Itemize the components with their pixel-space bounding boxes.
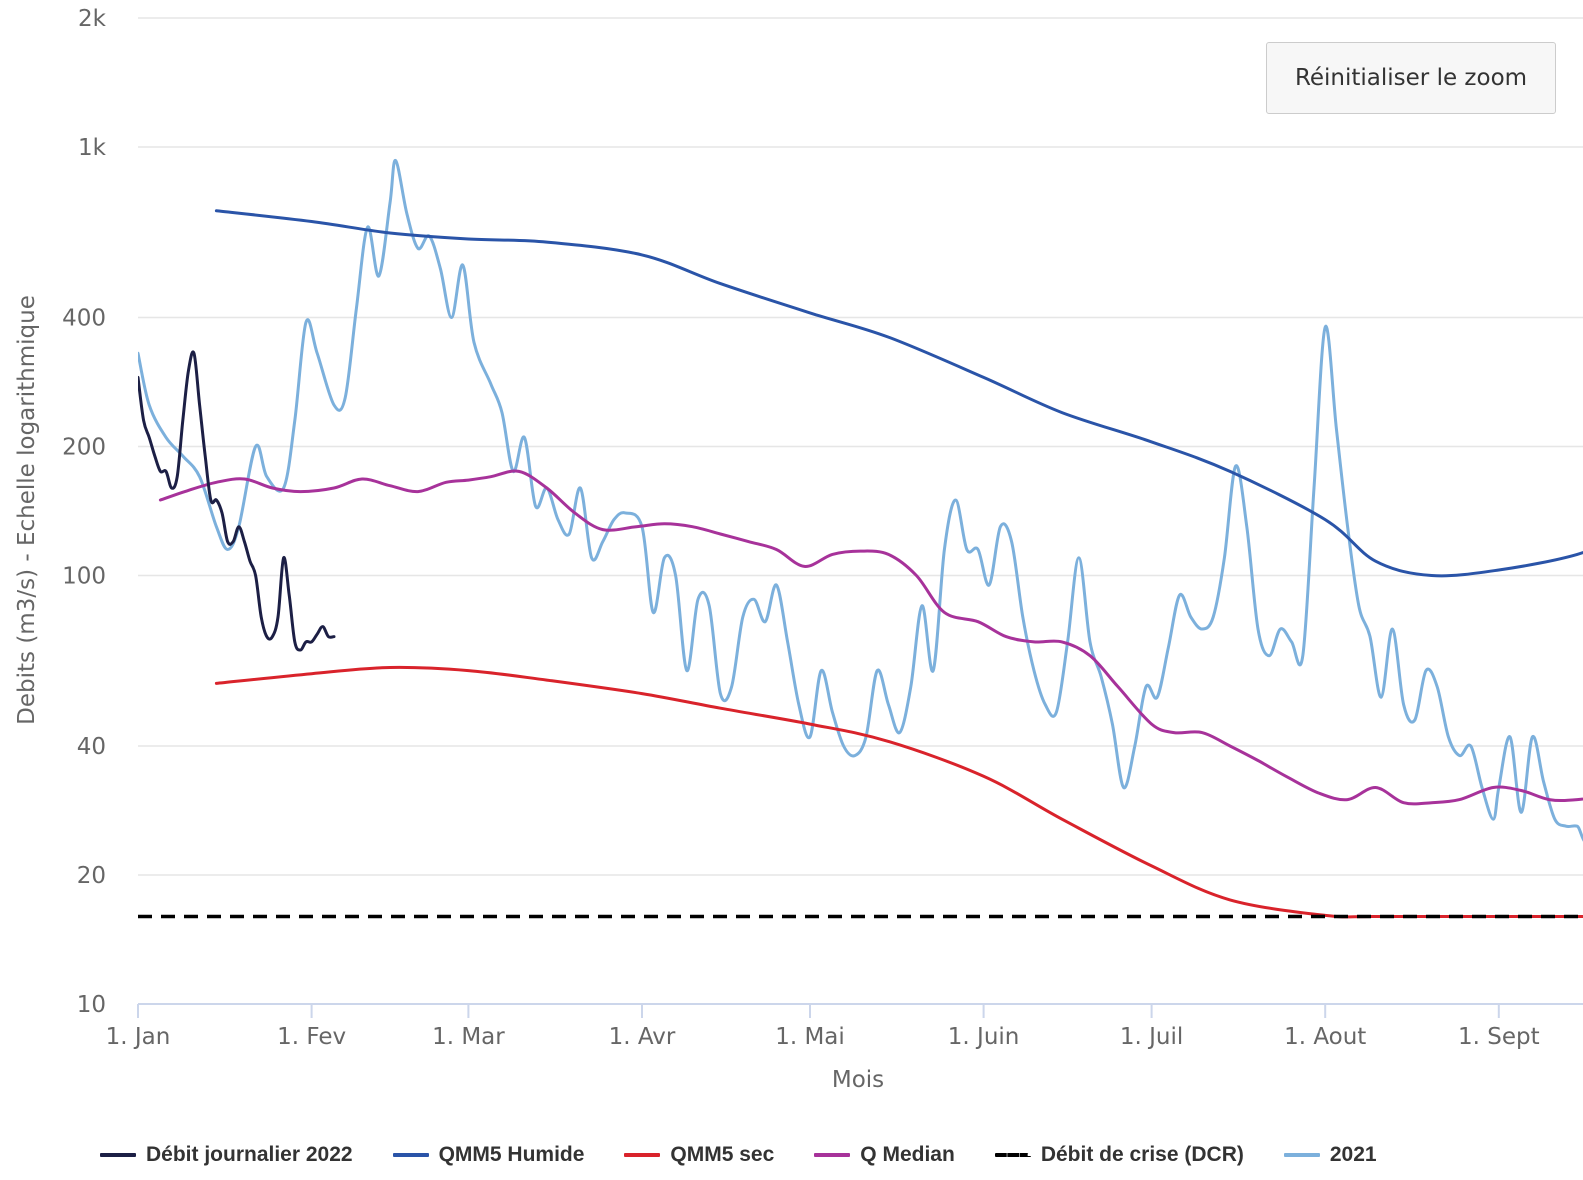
x-tick-label: 1. Fev xyxy=(277,1024,346,1050)
x-tick-label: 1. Juil xyxy=(1120,1024,1183,1050)
chart-legend: Débit journalier 2022 QMM5 Humide QMM5 sec… xyxy=(100,1138,1417,1172)
legend-label: QMM5 sec xyxy=(670,1143,775,1166)
y-tick-label: 400 xyxy=(62,306,106,332)
y-tick-label: 20 xyxy=(77,863,106,889)
legend-swatch xyxy=(100,1153,136,1157)
x-tick-label: 1. Mai xyxy=(775,1024,845,1050)
x-tick-label: 1. Juin xyxy=(948,1024,1020,1050)
legend-swatch xyxy=(814,1153,851,1157)
legend-item-d-bit-de-crise-dcr[interactable]: Débit de crise (DCR) xyxy=(994,1143,1244,1167)
flow-chart: 10 20 40 100 200 400 1k 2k 1. Jan 1. Fev 1. Mar 1. … xyxy=(14,6,1583,1093)
axes xyxy=(137,1003,1583,1018)
legend-label: Débit de crise (DCR) xyxy=(1040,1143,1244,1166)
series-line-qmm5-sec[interactable] xyxy=(214,665,1583,919)
legend-item-q-median[interactable]: Q Median xyxy=(814,1143,955,1167)
grid-lines xyxy=(138,17,1583,876)
x-tick-label: 1. Avr xyxy=(609,1024,676,1050)
series-line-qmm5-humide[interactable] xyxy=(214,209,1583,578)
series-line-d-bit-journalier-2022[interactable] xyxy=(138,350,336,652)
legend-item-d-bit-journalier-2022[interactable]: Débit journalier 2022 xyxy=(100,1143,353,1167)
reset-zoom-button[interactable]: Réinitialiser le zoom xyxy=(1266,42,1556,114)
legend-label: 2021 xyxy=(1329,1143,1377,1166)
legend-item-qmm5-humide[interactable]: QMM5 Humide xyxy=(392,1143,585,1167)
legend-label: Débit journalier 2022 xyxy=(146,1143,353,1166)
legend-swatch xyxy=(1283,1153,1320,1157)
legend-item-qmm5-sec[interactable]: QMM5 sec xyxy=(624,1143,774,1167)
y-tick-label: 200 xyxy=(62,435,106,461)
legend-swatch xyxy=(392,1153,429,1157)
x-tick-label: 1. Aout xyxy=(1284,1024,1366,1050)
y-tick-label: 10 xyxy=(77,992,106,1018)
y-tick-label: 100 xyxy=(62,563,106,589)
tick-labels: 10 20 40 100 200 400 1k 2k 1. Jan 1. Fev 1. Mar 1. … xyxy=(62,6,1540,1050)
y-tick-label: 1k xyxy=(78,135,107,161)
y-tick-label: 2k xyxy=(78,6,107,32)
x-tick-label: 1. Sept xyxy=(1458,1024,1540,1050)
x-tick-label: 1. Mar xyxy=(432,1024,505,1050)
legend-item-2021[interactable]: 2021 xyxy=(1283,1143,1377,1167)
x-tick-label: 1. Jan xyxy=(106,1024,171,1050)
legend-label: QMM5 Humide xyxy=(438,1143,585,1166)
legend-swatch xyxy=(994,1153,1031,1157)
legend-label: Q Median xyxy=(860,1143,955,1166)
x-axis-title: Mois xyxy=(832,1067,884,1093)
legend-swatch xyxy=(624,1153,661,1157)
y-tick-label: 40 xyxy=(77,734,106,760)
series-line-2021[interactable] xyxy=(138,158,1583,842)
series-lines xyxy=(138,158,1583,919)
y-axis-title: Debits (m3/s) - Echelle logarithmique xyxy=(14,295,40,725)
series-line-q-median[interactable] xyxy=(158,469,1583,806)
